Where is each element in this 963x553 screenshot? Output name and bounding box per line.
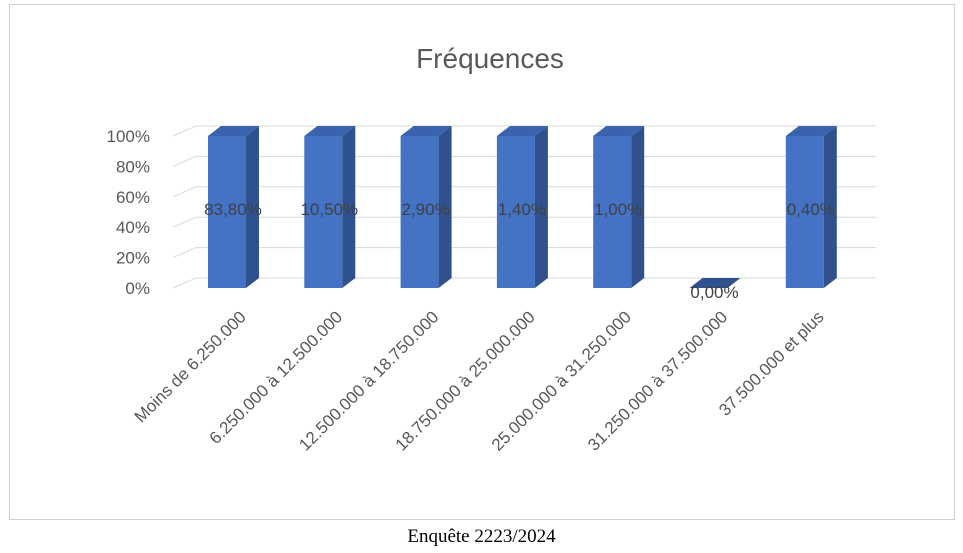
y-tick-label: 20%	[116, 249, 150, 268]
bar-side	[631, 126, 645, 288]
bar-front	[400, 136, 439, 288]
figure-caption: Enquête 2223/2024	[407, 526, 556, 547]
y-tick-label: 60%	[116, 188, 150, 207]
bar-top	[593, 126, 645, 136]
y-tick-label: 100%	[107, 127, 150, 146]
bar-top	[689, 278, 741, 288]
data-label: 83,80%	[204, 200, 262, 219]
data-label: 2,90%	[401, 200, 449, 219]
bar	[208, 126, 259, 288]
chart-title: Fréquences	[416, 43, 564, 74]
bar	[689, 278, 741, 288]
data-label: 10,50%	[300, 200, 358, 219]
y-tick-label: 40%	[116, 218, 150, 237]
bar-top	[208, 126, 259, 136]
gridline	[172, 277, 876, 289]
bar-top	[304, 126, 356, 136]
bar-front	[208, 136, 246, 288]
gridline	[172, 125, 876, 137]
gridline	[172, 155, 876, 167]
bar-top	[496, 126, 548, 136]
bar	[785, 126, 837, 288]
gridline	[172, 186, 876, 198]
chart-frame: Fréquences 0% 20% 40% 60% 80% 100% 83,80% 10,5…	[9, 4, 955, 520]
bar-side	[438, 126, 452, 288]
bar	[304, 126, 356, 288]
y-tick-label: 80%	[116, 157, 150, 176]
data-label: 1,40%	[498, 200, 546, 219]
bar-front	[496, 136, 535, 288]
gridline	[172, 216, 876, 228]
bar-side	[534, 126, 548, 288]
bar-front	[593, 136, 632, 288]
gridline	[172, 247, 876, 259]
bar-side	[342, 126, 356, 288]
bar-front	[304, 136, 343, 288]
bar-side	[246, 126, 259, 288]
y-axis-ticks: 0% 20% 40% 60% 80% 100%	[107, 127, 150, 298]
bar-front	[785, 136, 824, 288]
gridlines	[172, 125, 876, 289]
data-label: 0,00%	[690, 283, 738, 302]
bar-side	[823, 126, 837, 288]
data-label: 1,00%	[594, 200, 642, 219]
bar-top	[400, 126, 452, 136]
y-tick-label: 0%	[125, 279, 150, 298]
bar	[496, 126, 548, 288]
data-label: 0,40%	[787, 200, 835, 219]
bar	[593, 126, 645, 288]
category-label: 37.500.000 et plus	[715, 307, 827, 419]
bar-chart: Fréquences 0% 20% 40% 60% 80% 100% 83,80% 10,5…	[107, 43, 876, 455]
data-labels: 83,80% 10,50% 2,90% 1,40% 1,00% 0,00% 0,40%	[204, 200, 835, 302]
bar-top	[785, 126, 837, 136]
bar	[400, 126, 452, 288]
bars	[208, 126, 837, 288]
